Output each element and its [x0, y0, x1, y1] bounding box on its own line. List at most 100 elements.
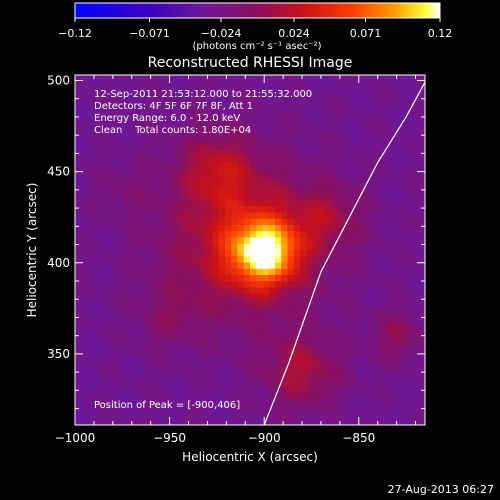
heatmap-cell [250, 306, 257, 313]
heatmap-cell [106, 106, 113, 113]
heatmap-cell [368, 243, 376, 251]
heatmap-cell [175, 343, 182, 351]
heatmap-cell [337, 218, 345, 226]
heatmap-cell [93, 112, 101, 120]
heatmap-cell [300, 400, 307, 407]
heatmap-cell [381, 193, 388, 201]
heatmap-cell [112, 218, 120, 226]
heatmap-cell [312, 312, 320, 320]
heatmap-cell [87, 181, 95, 188]
heatmap-cell [262, 200, 270, 207]
heatmap-cell [262, 312, 270, 320]
heatmap-cell [175, 400, 182, 407]
heatmap-cell [275, 193, 282, 201]
heatmap-cell [100, 262, 107, 270]
heatmap-cell [75, 162, 82, 170]
heatmap-cell [281, 325, 288, 332]
heatmap-cell [193, 350, 201, 357]
heatmap-cell [287, 250, 295, 257]
heatmap-cell [350, 125, 357, 132]
heatmap-cell [75, 93, 82, 101]
heatmap-cell [293, 168, 301, 176]
heatmap-cell [393, 287, 401, 295]
heatmap-cell [325, 168, 332, 176]
heatmap-cell [387, 300, 395, 307]
heatmap-cell [218, 331, 226, 338]
heatmap-cell [100, 300, 107, 307]
heatmap-cell [381, 143, 388, 151]
heatmap-cell [356, 337, 363, 345]
heatmap-cell [318, 325, 326, 332]
heatmap-cell [262, 268, 270, 276]
heatmap-cell [193, 81, 201, 88]
heatmap-cell [287, 156, 295, 163]
heatmap-cell [156, 287, 163, 295]
heatmap-cell [156, 156, 163, 163]
heatmap-cell [337, 206, 345, 213]
heatmap-cell [331, 268, 338, 276]
heatmap-cell [400, 293, 407, 301]
heatmap-cell [318, 143, 326, 151]
heatmap-cell [118, 118, 126, 126]
heatmap-cell [262, 112, 270, 120]
heatmap-cell [81, 412, 88, 420]
heatmap-cell [150, 287, 157, 295]
heatmap-cell [162, 356, 170, 363]
heatmap-cell [368, 81, 376, 88]
heatmap-cell [162, 406, 170, 413]
heatmap-cell [356, 137, 363, 145]
heatmap-cell [343, 293, 351, 301]
heatmap-cell [168, 262, 176, 270]
heatmap-cell [150, 125, 157, 132]
heatmap-cell [225, 350, 232, 357]
heatmap-cell [300, 306, 307, 313]
heatmap-cell [106, 81, 113, 88]
heatmap-cell [343, 106, 351, 113]
heatmap-cell [187, 168, 195, 176]
heatmap-cell [156, 300, 163, 307]
heatmap-cell [293, 143, 301, 151]
heatmap-cell [300, 243, 307, 251]
heatmap-cell [256, 368, 263, 376]
heatmap-cell [168, 225, 176, 232]
heatmap-cell [406, 262, 413, 270]
heatmap-cell [187, 287, 195, 295]
heatmap-cell [293, 256, 301, 263]
heatmap-cell [87, 406, 95, 413]
heatmap-cell [331, 262, 338, 270]
heatmap-cell [218, 275, 226, 282]
heatmap-cell [300, 268, 307, 276]
heatmap-cell [112, 387, 120, 395]
heatmap-cell [287, 356, 295, 363]
heatmap-cell [200, 387, 207, 395]
heatmap-cell [243, 118, 251, 126]
heatmap-cell [318, 268, 326, 276]
heatmap-cell [293, 362, 301, 370]
heatmap-cell [356, 168, 363, 176]
heatmap-cell [387, 93, 395, 101]
heatmap-cell [162, 350, 170, 357]
heatmap-cell [350, 406, 357, 413]
heatmap-cell [175, 318, 182, 326]
heatmap-cell [231, 156, 238, 163]
heatmap-cell [256, 75, 263, 82]
heatmap-cell [393, 268, 401, 276]
heatmap-cell [231, 325, 238, 332]
heatmap-cell [262, 231, 270, 238]
heatmap-cell [250, 100, 257, 107]
heatmap-cell [300, 93, 307, 101]
heatmap-cell [200, 100, 207, 107]
heatmap-cell [118, 131, 126, 138]
heatmap-cell [87, 250, 95, 257]
heatmap-cell [168, 100, 176, 107]
heatmap-cell [381, 212, 388, 220]
heatmap-cell [75, 118, 82, 126]
heatmap-cell [137, 256, 145, 263]
heatmap-cell [100, 137, 107, 145]
heatmap-cell [375, 143, 382, 151]
heatmap-cell [300, 287, 307, 295]
heatmap-cell [300, 406, 307, 413]
heatmap-cell [356, 325, 363, 332]
heatmap-cell [143, 356, 151, 363]
heatmap-cell [143, 187, 151, 195]
